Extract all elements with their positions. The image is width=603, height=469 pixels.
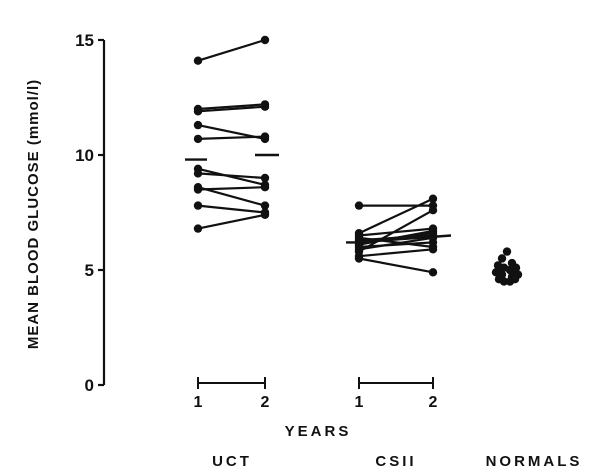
y-axis-label: MEAN BLOOD GLUCOSE (mmol/l) bbox=[25, 79, 42, 349]
patient-line bbox=[358, 209, 434, 253]
patient-line bbox=[197, 105, 266, 113]
data-point-year2 bbox=[260, 173, 270, 183]
data-point-year1 bbox=[193, 56, 203, 65]
patient-line bbox=[358, 197, 434, 235]
data-point-year2 bbox=[428, 231, 438, 240]
y-tick-label: 5 bbox=[85, 261, 94, 280]
group-label-csii: CSII bbox=[375, 453, 416, 469]
data-point-year2 bbox=[428, 268, 438, 277]
patient-line bbox=[358, 234, 434, 242]
data-point-year1 bbox=[354, 201, 364, 210]
patient-line bbox=[197, 213, 266, 230]
group-label-uct: UCT bbox=[212, 453, 252, 469]
data-point-normal bbox=[505, 277, 515, 286]
data-point-year1 bbox=[193, 169, 203, 178]
data-point-year1 bbox=[354, 235, 364, 245]
data-point-year2 bbox=[260, 201, 270, 210]
patient-line bbox=[197, 38, 266, 62]
data-point-year1 bbox=[193, 134, 203, 144]
y-tick-label: 15 bbox=[75, 31, 94, 50]
data-point-normal bbox=[502, 247, 512, 256]
data-point-year2 bbox=[260, 35, 270, 45]
patient-line bbox=[197, 103, 266, 111]
year-label: 1 bbox=[194, 394, 203, 411]
y-tick-label: 10 bbox=[75, 146, 94, 165]
data-point-year2 bbox=[428, 206, 438, 215]
patient-line bbox=[358, 236, 434, 251]
patient-line bbox=[358, 257, 434, 274]
patient-line bbox=[197, 135, 266, 140]
data-point-normal bbox=[497, 254, 507, 263]
patient-line bbox=[197, 186, 266, 191]
data-point-year2 bbox=[260, 132, 270, 141]
data-point-year2 bbox=[260, 102, 270, 111]
patient-line bbox=[358, 241, 434, 249]
year-label: 2 bbox=[429, 394, 438, 411]
year-label: 1 bbox=[355, 394, 364, 411]
data-point-year1 bbox=[193, 201, 203, 210]
x-axis-label: YEARS bbox=[285, 423, 352, 440]
patient-line bbox=[197, 167, 266, 186]
data-point-year1 bbox=[193, 107, 203, 116]
data-point-year2 bbox=[260, 210, 270, 219]
patient-line bbox=[197, 172, 266, 180]
data-point-year1 bbox=[354, 254, 364, 263]
data-point-normal bbox=[499, 277, 509, 286]
data-point-year2 bbox=[260, 183, 270, 192]
data-point-year1 bbox=[193, 224, 203, 233]
patient-line bbox=[197, 186, 266, 207]
y-tick-label: 0 bbox=[85, 376, 94, 395]
data-point-year1 bbox=[193, 120, 203, 130]
group-label-normals: NORMALS bbox=[486, 453, 583, 469]
patient-line bbox=[197, 204, 266, 214]
year-label: 2 bbox=[261, 394, 270, 411]
data-point-year1 bbox=[193, 185, 203, 194]
data-point-year2 bbox=[428, 245, 438, 254]
patient-line bbox=[358, 248, 434, 258]
data-point-year2 bbox=[428, 194, 438, 203]
